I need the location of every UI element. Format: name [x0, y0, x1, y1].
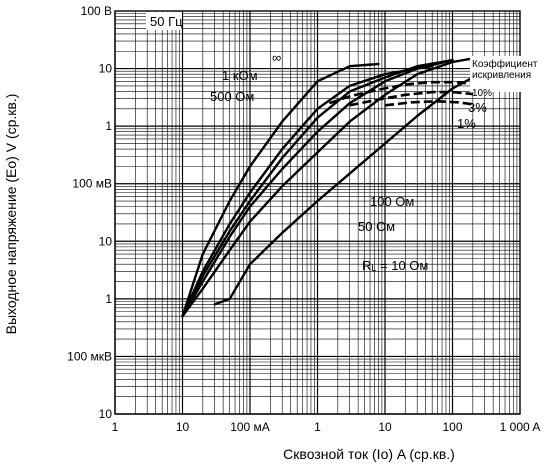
distortion-title-box — [470, 56, 550, 92]
distortion-line-1 — [349, 90, 473, 107]
x-tick-label: 1 — [314, 420, 321, 434]
x-tick-labels: 1 10 100 мА 1 10 100 1 000 A — [112, 420, 541, 434]
x-tick-label: 100 — [442, 420, 462, 434]
y-tick-label: 10 — [99, 234, 113, 248]
distortion-line-0 — [328, 80, 473, 105]
x-tick-label: 100 мА — [230, 420, 270, 434]
frequency-label-box — [146, 12, 182, 30]
distortion-line-2 — [384, 99, 473, 107]
frequency-label: 50 Гц — [150, 14, 183, 29]
distortion-label-1: 1% — [457, 116, 476, 131]
distortion-group — [328, 80, 473, 107]
x-axis-label: Сквозной ток (Io) A (ср.кв.) — [283, 446, 455, 462]
y-tick-label: 1 — [105, 119, 112, 133]
series-label-500ohm: 500 Ом — [210, 89, 254, 104]
y-tick-label: 100 В — [81, 4, 112, 18]
y-tick-label: 100 мВ — [72, 177, 112, 191]
y-tick-label: 10 — [99, 407, 113, 421]
y-tick-label: 1 — [105, 292, 112, 306]
y-axis-label: Выходное напряжение (Eo) V (ср.кв.) — [3, 94, 19, 335]
x-tick-label: 1 — [112, 420, 119, 434]
series-line-4 — [181, 57, 474, 318]
series-line-3 — [181, 59, 454, 318]
distortion-title-line1: Коэффициент — [472, 58, 538, 70]
y-tick-label: 100 мкВ — [67, 349, 112, 363]
y-tick-labels: 10 100 мкВ 1 10 100 мВ 1 10 100 В — [67, 4, 112, 421]
series-group — [181, 57, 474, 318]
x-tick-label: 10 — [378, 420, 392, 434]
distortion-label-3: 3% — [468, 100, 487, 115]
series-label-10ohm: RL = 10 Ом — [362, 258, 428, 273]
grid — [114, 11, 520, 415]
series-line-2 — [181, 59, 454, 318]
series-line-0 — [181, 62, 380, 318]
plot-frame — [114, 10, 521, 415]
series-label-inf: ∞ — [272, 50, 281, 65]
distortion-label-10: 10% — [472, 88, 492, 99]
series-label-1kohm: 1 кОм — [222, 68, 258, 83]
series-label-50ohm: 50 Ом — [358, 219, 395, 234]
x-tick-label: 1 000 A — [500, 420, 541, 434]
x-tick-label: 10 — [176, 420, 190, 434]
series-label-100ohm: 100 Ом — [370, 194, 414, 209]
y-tick-label: 10 — [99, 62, 113, 76]
series-line-5 — [213, 76, 474, 306]
distortion-title: Коэффициент искривления — [472, 58, 540, 81]
distortion-title-line2: искривления — [472, 70, 531, 81]
plot-border — [114, 10, 521, 415]
